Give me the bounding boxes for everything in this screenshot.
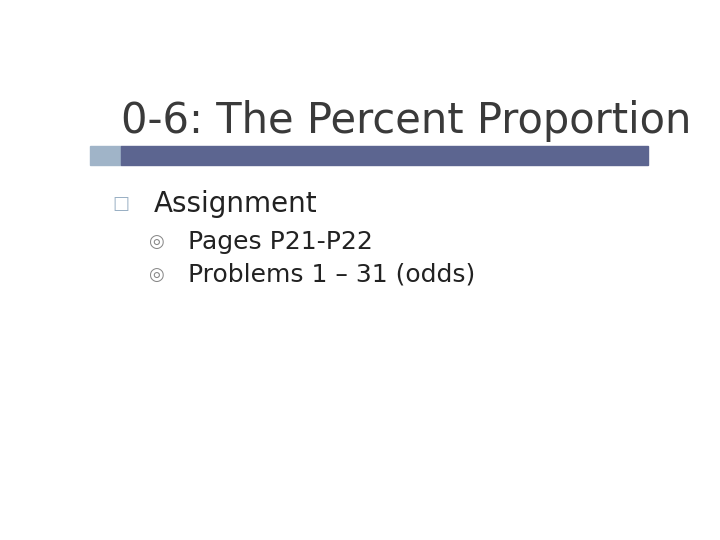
- Text: ◎: ◎: [148, 266, 163, 284]
- Bar: [121, 146, 648, 165]
- Text: Pages P21-P22: Pages P21-P22: [188, 230, 372, 253]
- Text: 0-6: The Percent Proportion: 0-6: The Percent Proportion: [121, 100, 691, 142]
- Text: Assignment: Assignment: [154, 190, 318, 218]
- Text: □: □: [112, 195, 129, 213]
- Text: Problems 1 – 31 (odds): Problems 1 – 31 (odds): [188, 263, 475, 287]
- Bar: [90, 146, 121, 165]
- Text: ◎: ◎: [148, 233, 163, 251]
